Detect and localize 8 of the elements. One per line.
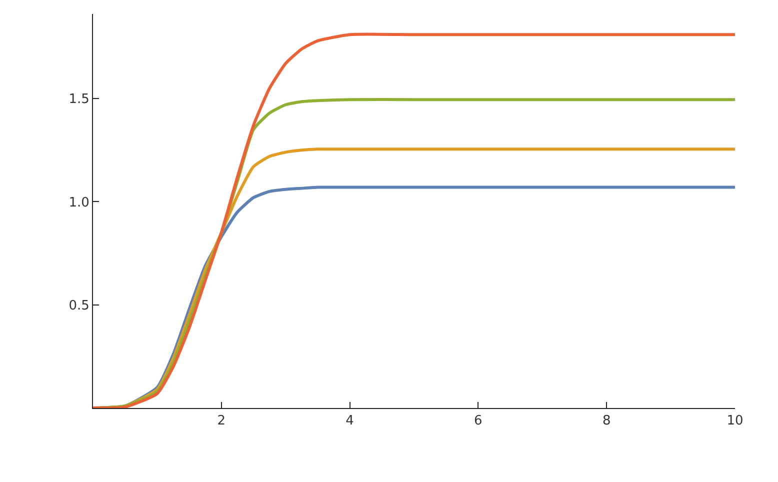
- x-tick-label: 2: [217, 414, 226, 429]
- x-tick-label: 6: [474, 414, 482, 429]
- y-tick-label: 1.5: [68, 92, 90, 108]
- y-tick-label: 0.5: [68, 298, 90, 314]
- x-tick-label: 4: [346, 414, 354, 429]
- y-tick-label: 1.0: [68, 195, 90, 210]
- x-tick-label: 8: [602, 414, 611, 429]
- x-tick-label: 10: [726, 414, 744, 429]
